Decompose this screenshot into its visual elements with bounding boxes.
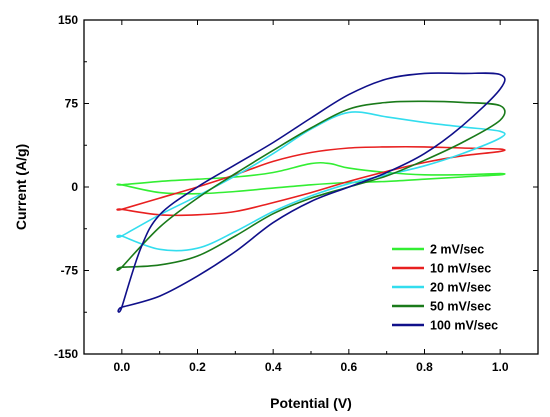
series-line-3: [116, 111, 506, 252]
y-tick-label: 0: [71, 180, 78, 194]
x-tick-label: 1.0: [492, 360, 509, 374]
y-tick-label: -150: [54, 347, 78, 361]
legend-label: 20 mV/sec: [430, 281, 491, 295]
series-line-2: [116, 145, 506, 217]
y-axis-title: Current (A/g): [13, 144, 29, 230]
legend-label: 50 mV/sec: [430, 300, 491, 314]
legend: 2 mV/sec 10 mV/sec 20 mV/sec 50 mV/sec 100 m…: [392, 243, 498, 333]
x-tick-label: 0.0: [113, 360, 130, 374]
x-tick-label: 0.2: [189, 360, 206, 374]
x-axis-title: Potential (V): [270, 395, 352, 411]
series-layer: [116, 72, 506, 313]
legend-label: 100 mV/sec: [430, 319, 498, 333]
legend-label: 2 mV/sec: [430, 243, 484, 257]
y-tick-label: 75: [65, 97, 79, 111]
ticks-layer: 0.0 0.2 0.4 0.6 0.8 1.0 -150 -75 0 75 150: [54, 13, 539, 374]
series-line-5: [117, 72, 506, 313]
series-line-1: [116, 161, 506, 195]
y-tick-label: 150: [58, 13, 78, 27]
x-tick-label: 0.8: [416, 360, 433, 374]
x-tick-label: 0.6: [340, 360, 357, 374]
y-tick-label: -75: [61, 264, 79, 278]
x-tick-label: 0.4: [265, 360, 282, 374]
series-line-4: [116, 100, 506, 271]
legend-label: 10 mV/sec: [430, 262, 491, 276]
